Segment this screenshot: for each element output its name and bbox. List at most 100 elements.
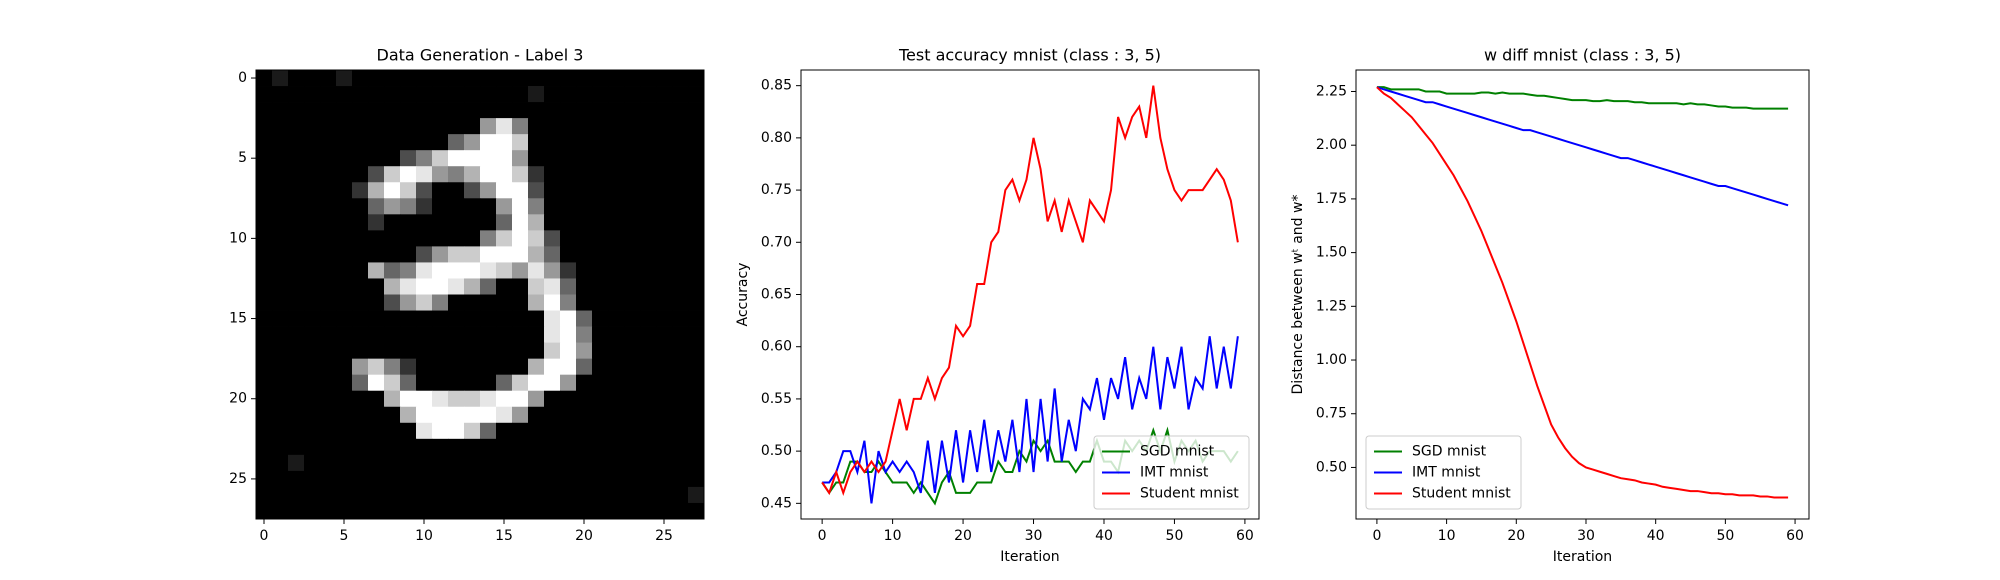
x-tick-label: 0 [260,528,269,544]
pixel [480,198,497,215]
pixel [544,342,561,360]
x-tick-label: 30 [1025,528,1043,544]
line [1376,86,1789,499]
pixel [288,118,305,135]
pixel [320,134,337,151]
pixel [384,182,401,199]
pixel [464,150,481,167]
pixel [272,438,289,456]
pixel [336,182,353,199]
pixel [288,486,305,504]
pixel [544,278,561,295]
x-tick-label: 40 [1647,528,1665,544]
pixel [544,134,561,151]
pixel [608,150,625,167]
pixel [624,502,641,520]
pixel [432,454,449,472]
pixel [288,246,305,263]
pixel [432,166,449,183]
x-tick-label: 30 [1577,528,1595,544]
pixel [592,118,609,135]
pixel [688,486,705,504]
pixel [608,246,625,263]
pixel [544,502,561,520]
pixel [256,454,273,472]
pixel [496,486,513,504]
pixel [608,278,625,295]
pixel [624,70,641,87]
pixel [496,342,513,360]
pixel [624,246,641,263]
pixel [512,294,529,311]
pixel [512,86,529,103]
pixel [272,214,289,231]
pixel [512,150,529,167]
pixel [496,438,513,456]
pixel [448,118,465,135]
pixel [672,358,689,376]
pixel [464,406,481,424]
y-tick-label: 25 [229,471,247,487]
pixel [624,422,641,440]
pixel [288,438,305,456]
pixel [672,342,689,360]
pixel [336,246,353,263]
pixel [368,310,385,327]
pixel [272,278,289,295]
pixel [384,358,401,376]
pixel [624,454,641,472]
pixel [464,230,481,247]
pixel [592,150,609,167]
pixel [560,342,577,360]
pixel [416,214,433,231]
pixel [320,326,337,344]
pixel [416,358,433,376]
pixel [336,86,353,103]
pixel [656,486,673,504]
pixel [528,230,545,247]
pixel [304,230,321,247]
pixel [432,422,449,440]
pixel [400,390,417,408]
pixel [464,358,481,376]
legend: SGD mnist IMT mnist Student mnist [1093,435,1250,510]
pixel [624,486,641,504]
pixel [576,70,593,87]
x-tick-label: 60 [1786,528,1804,544]
pixel [592,438,609,456]
pixel [352,422,369,440]
pixel [624,262,641,279]
pixel [496,454,513,472]
pixel [496,390,513,408]
pixel [256,182,273,199]
pixel [272,166,289,183]
pixel [528,310,545,327]
pixel [416,86,433,103]
pixel [672,198,689,215]
pixel [544,326,561,344]
pixel [288,166,305,183]
pixel [576,198,593,215]
pixel [448,102,465,119]
pixel [544,262,561,279]
pixel [256,198,273,215]
pixel [256,310,273,327]
pixel [640,342,657,360]
pixel [592,294,609,311]
pixel [576,214,593,231]
pixel [272,182,289,199]
x-axis-label: Iteration [1553,549,1612,565]
y-tick-label: 10 [229,230,247,246]
pixel [304,358,321,376]
pixel [288,358,305,376]
pixel [592,390,609,408]
legend-label: SGD mnist [1140,444,1215,460]
pixel [432,310,449,327]
pixel [688,86,705,103]
pixel [544,102,561,119]
pixel [512,470,529,488]
pixel [656,246,673,263]
pixel [512,166,529,183]
pixel [528,214,545,231]
pixel [304,134,321,151]
